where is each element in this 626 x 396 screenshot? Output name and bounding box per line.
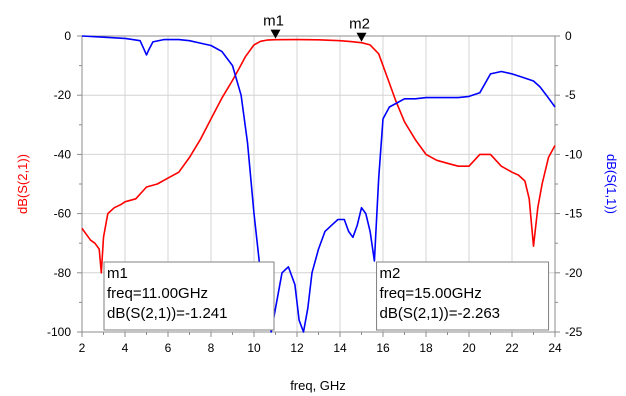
x-tick-label: 22	[505, 341, 519, 355]
x-tick-label: 20	[462, 341, 476, 355]
left-y-tick-label: -60	[54, 207, 72, 221]
right-y-tick-label: 0	[565, 29, 572, 43]
x-tick-label: 2	[79, 341, 86, 355]
left-y-tick-label: -40	[54, 147, 72, 161]
marker-readout-line: freq=11.00GHz	[107, 285, 208, 302]
right-axis-title: dB(S(1,1))	[604, 154, 619, 214]
x-tick-label: 10	[247, 341, 261, 355]
x-axis-title: freq, GHz	[290, 378, 346, 393]
marker-readout-line: dB(S(2,1))=-1.241	[107, 305, 227, 322]
x-tick-label: 14	[333, 341, 347, 355]
marker-triangle-m2	[356, 32, 367, 42]
marker-readout-line: m1	[107, 265, 128, 282]
right-y-tick-label: -25	[565, 325, 583, 339]
x-tick-label: 12	[290, 341, 304, 355]
left-y-tick-label: 0	[64, 29, 71, 43]
marker-readout-box-m1	[103, 261, 275, 331]
x-tick-label: 24	[548, 341, 562, 355]
x-tick-label: 16	[376, 341, 390, 355]
right-y-tick-label: -5	[565, 88, 576, 102]
left-y-tick-label: -20	[54, 88, 72, 102]
x-tick-label: 6	[165, 341, 172, 355]
right-y-tick-label: -15	[565, 207, 583, 221]
right-y-tick-label: -10	[565, 147, 583, 161]
left-y-tick-label: -100	[47, 325, 71, 339]
marker-readout-box-m2	[376, 261, 550, 331]
marker-readout-line: dB(S(2,1))=-2.263	[380, 305, 500, 322]
series-line-s21	[81, 38, 556, 274]
marker-readout-line: m2	[380, 265, 401, 282]
marker-triangle-m1	[270, 29, 281, 39]
tick-labels: 2 4 6 8 10 12 14 16 18 20 22 240-20-40-60-80-1000-5…	[47, 29, 583, 355]
marker-readout-line: freq=15.00GHz	[380, 285, 482, 302]
left-y-tick-label: -80	[54, 266, 72, 280]
x-tick-label: 18	[419, 341, 433, 355]
x-tick-label: 8	[208, 341, 215, 355]
marker-label-m2: m2	[349, 16, 370, 33]
series	[81, 35, 556, 333]
series-line-s11	[81, 35, 556, 333]
markers: m1 m1 freq=11.00GHz dB(S(2,1))=-1.241 m2 m2 fr…	[103, 13, 550, 331]
left-axis-title: dB(S(2,1))	[15, 154, 30, 214]
marker-label-m1: m1	[263, 13, 284, 30]
x-tick-label: 4	[122, 341, 129, 355]
right-y-tick-label: -20	[565, 266, 583, 280]
